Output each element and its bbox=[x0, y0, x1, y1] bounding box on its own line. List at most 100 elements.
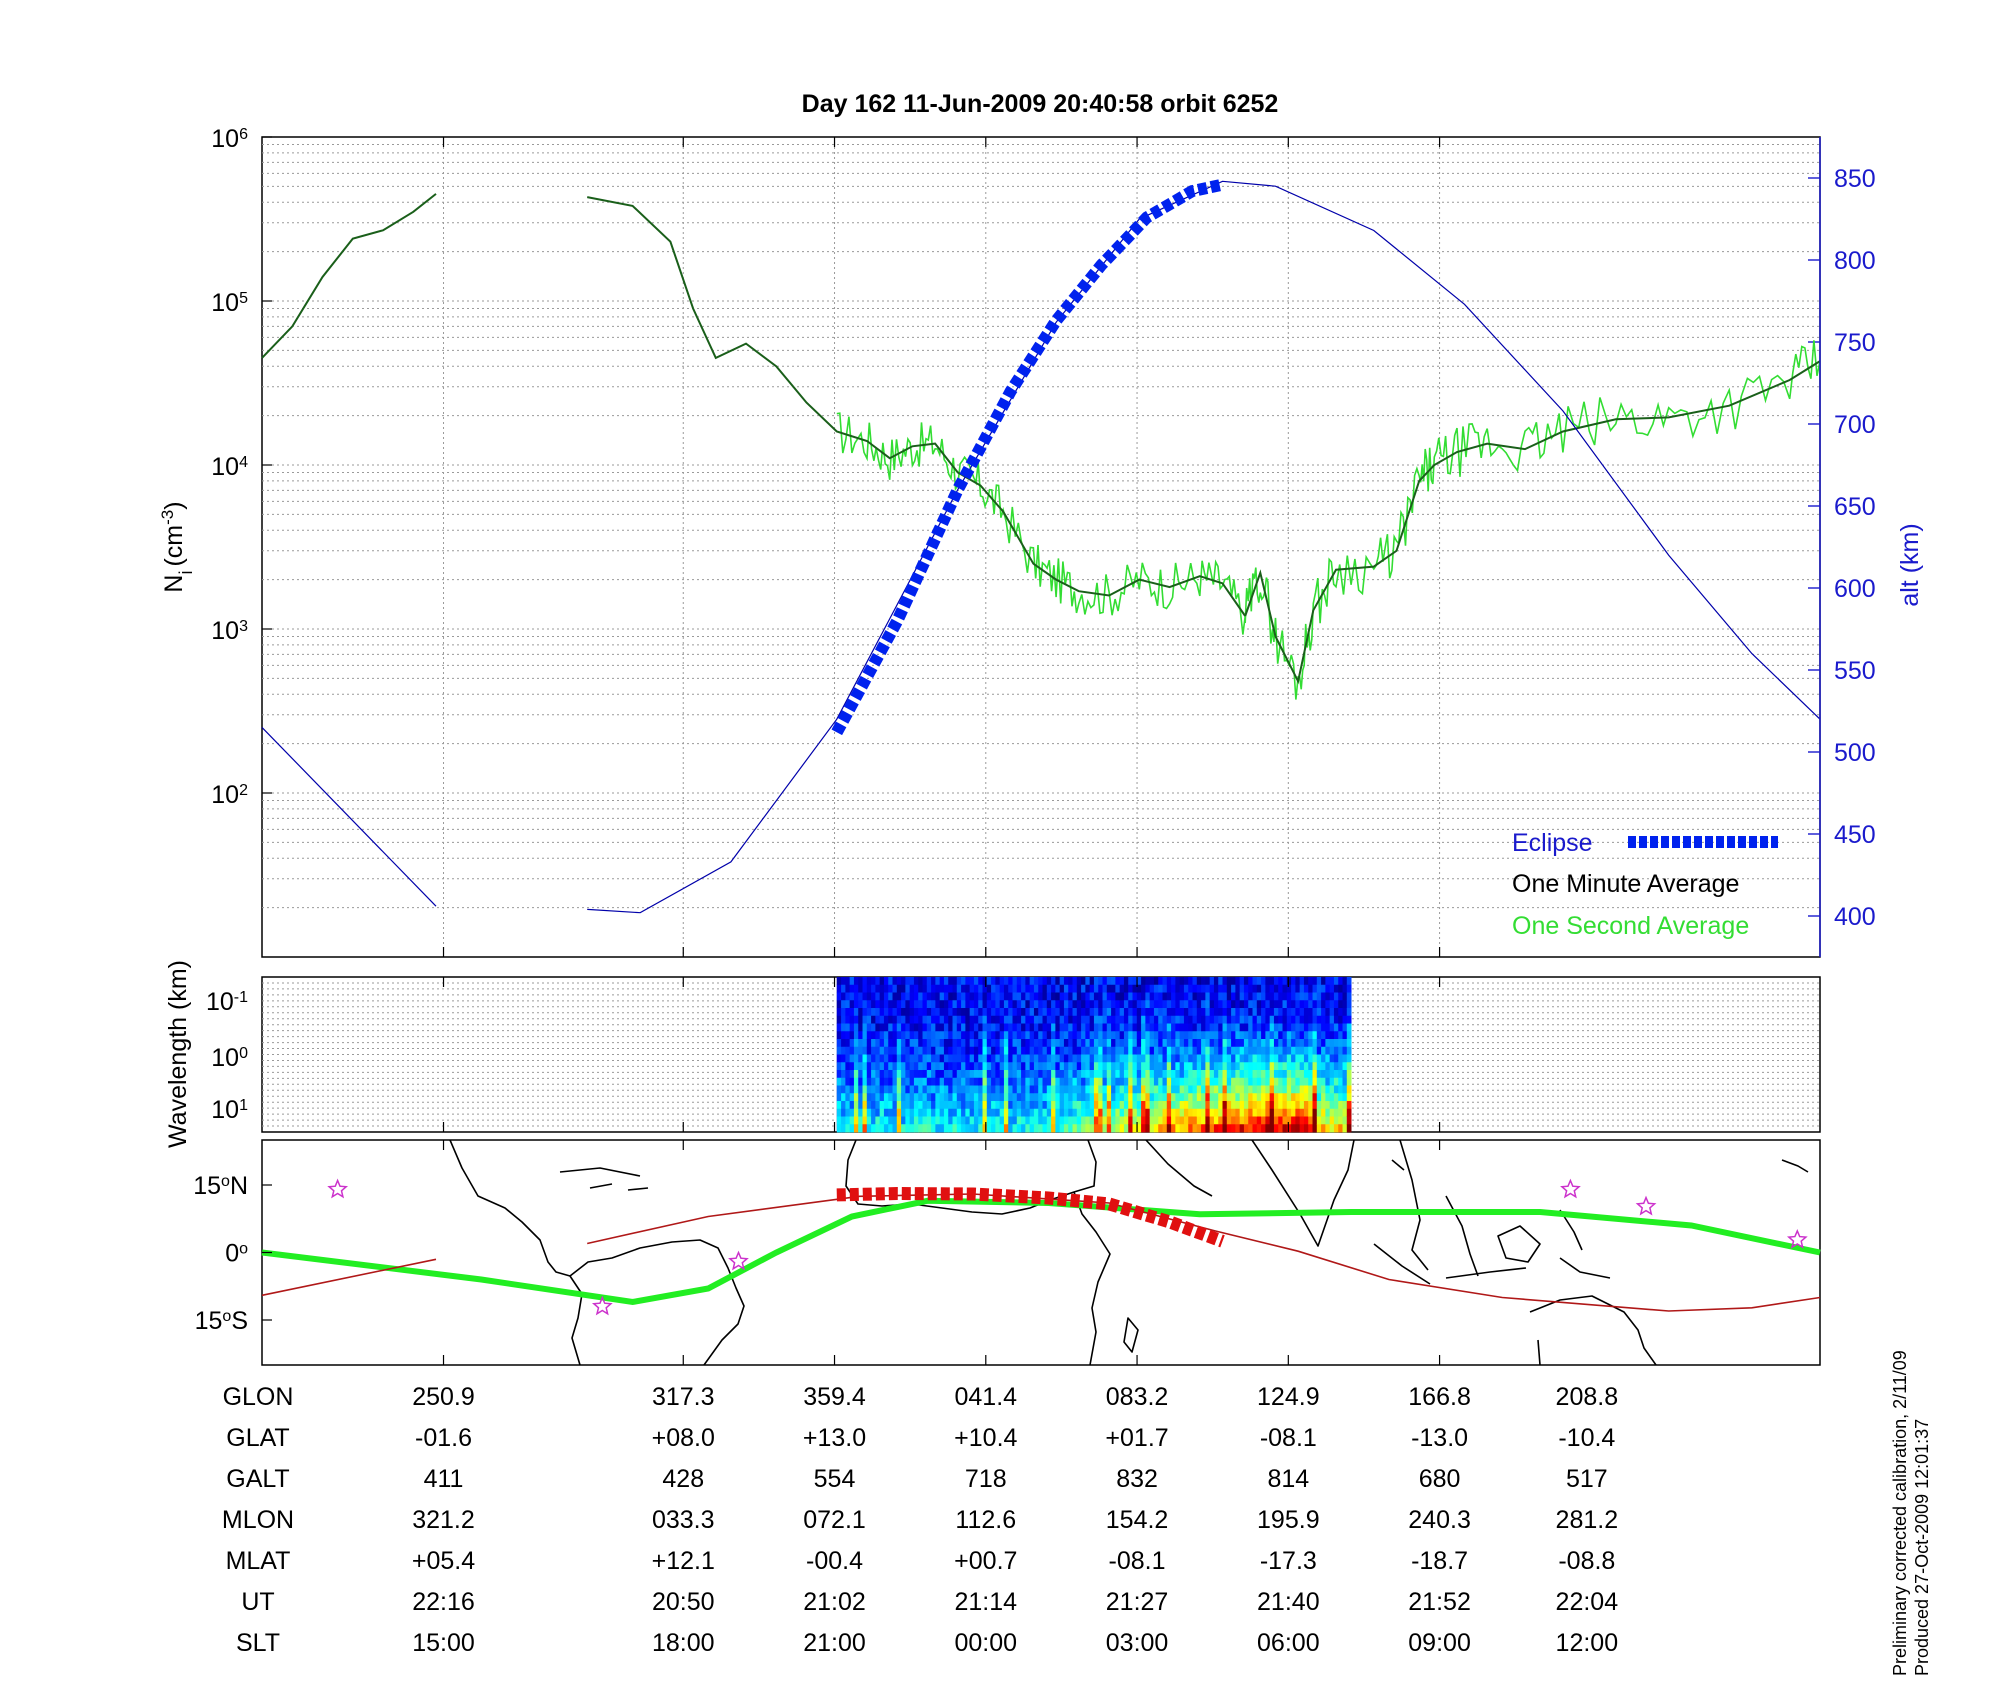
spectrogram-cell bbox=[845, 1062, 851, 1071]
spectrogram-cell bbox=[1338, 1054, 1343, 1063]
spectrogram-cell bbox=[1162, 1116, 1168, 1125]
table-cell: 21:00 bbox=[803, 1629, 866, 1657]
spectrogram-cell bbox=[1209, 1023, 1215, 1032]
spectrogram-cell bbox=[1003, 1101, 1009, 1110]
spectrogram-cell bbox=[1046, 1070, 1052, 1079]
table-cell: 250.9 bbox=[412, 1383, 475, 1411]
spectrogram-cell bbox=[1316, 1031, 1322, 1040]
spectrogram-cell bbox=[892, 1108, 898, 1117]
spectrogram-cell bbox=[862, 1108, 868, 1117]
table-cell: +10.4 bbox=[954, 1424, 1017, 1452]
spectrogram-cell bbox=[1076, 1031, 1082, 1040]
spectrogram-cell bbox=[1342, 1108, 1348, 1117]
spectrogram-cell bbox=[1325, 1015, 1331, 1024]
spectrogram-cell bbox=[1175, 1000, 1181, 1009]
spectrogram-cell bbox=[1201, 1085, 1206, 1094]
spectrogram-cell bbox=[1346, 977, 1352, 986]
spectrogram-cell bbox=[1059, 1124, 1065, 1133]
spectrogram-cell bbox=[1346, 1008, 1352, 1017]
spectrogram-cell bbox=[1025, 1039, 1031, 1048]
spectrogram-cell bbox=[913, 1062, 919, 1071]
spectrogram-cell bbox=[1025, 1085, 1031, 1094]
spectrogram-cell bbox=[1183, 1124, 1189, 1133]
spectrogram-cell bbox=[1183, 1054, 1189, 1063]
spectrogram-cell bbox=[1248, 1108, 1253, 1117]
spectrogram-cell bbox=[1252, 1054, 1258, 1063]
spectrogram-cell bbox=[1059, 1023, 1065, 1032]
spectrogram-cell bbox=[1209, 1124, 1215, 1133]
station-star-marker bbox=[1560, 1178, 1581, 1199]
spectrogram-cell bbox=[1171, 1008, 1176, 1017]
spectrogram-cell bbox=[901, 1000, 906, 1009]
spectrogram-cell bbox=[1282, 977, 1288, 986]
spectrogram-cell bbox=[1153, 1046, 1159, 1055]
spectrogram-cell bbox=[1145, 1101, 1151, 1110]
spectrogram-cell bbox=[1068, 1000, 1073, 1009]
spectrogram-cell bbox=[1308, 1077, 1313, 1086]
spectrogram-cell bbox=[935, 984, 941, 993]
spectrogram-cell bbox=[961, 1108, 966, 1117]
spectrogram-cell bbox=[1346, 1031, 1352, 1040]
spectrogram-cell bbox=[1321, 1085, 1326, 1094]
spectrogram-cell bbox=[1342, 1077, 1348, 1086]
spectrogram-cell bbox=[956, 1000, 962, 1009]
spectrogram-cell bbox=[1089, 977, 1095, 986]
spectrogram-cell bbox=[969, 977, 975, 986]
spectrogram-cell bbox=[866, 1015, 872, 1024]
spectrogram-cell bbox=[888, 1101, 893, 1110]
spectrogram-cell bbox=[909, 1101, 915, 1110]
spectrogram-cell bbox=[1158, 1023, 1163, 1032]
spectrogram-cell bbox=[1179, 1008, 1185, 1017]
spectrogram-cell bbox=[1025, 1062, 1031, 1071]
map-series bbox=[261, 1178, 1821, 1316]
spectrogram-cell bbox=[1303, 1116, 1309, 1125]
spectrogram-cell bbox=[982, 1077, 988, 1086]
spectrogram-cell bbox=[1261, 1054, 1266, 1063]
spectrogram-cell bbox=[1042, 1077, 1048, 1086]
table-cell: 154.2 bbox=[1106, 1506, 1169, 1534]
spectrogram-cell bbox=[1136, 1023, 1142, 1032]
spectrogram-cell bbox=[1111, 1062, 1116, 1071]
spectrogram-cell bbox=[1055, 1039, 1061, 1048]
ylabel-exponent: -3 bbox=[158, 510, 177, 525]
spectrogram-cell bbox=[956, 1008, 962, 1017]
spectrogram-cell bbox=[1273, 1031, 1279, 1040]
spectrogram-cell bbox=[1072, 1077, 1078, 1086]
spectrogram-cell bbox=[1141, 1108, 1146, 1117]
spectrogram-cell bbox=[1261, 977, 1266, 986]
spectrogram-cell bbox=[1046, 984, 1052, 993]
spectrogram-cell bbox=[931, 992, 936, 1001]
spectrogram-cell bbox=[1269, 1054, 1275, 1063]
spectrogram-cell bbox=[858, 1000, 863, 1009]
spectrogram-cell bbox=[1231, 1015, 1236, 1024]
spectrogram-cell bbox=[1145, 1000, 1151, 1009]
table-cell: 18:00 bbox=[652, 1629, 715, 1657]
spectrogram-cell bbox=[1145, 992, 1151, 1001]
spectrogram-cell bbox=[1081, 1054, 1086, 1063]
spectrogram-cell bbox=[1196, 1031, 1202, 1040]
tick-base: 10 bbox=[211, 289, 239, 317]
spectrogram-cell bbox=[1059, 1062, 1065, 1071]
spectrogram-cell bbox=[1291, 1046, 1296, 1055]
spectrogram-cell bbox=[935, 992, 941, 1001]
spectrogram-cell bbox=[1008, 1070, 1013, 1079]
spectrogram-cell bbox=[1291, 977, 1296, 986]
spectrogram-cell bbox=[1102, 1015, 1108, 1024]
spectrogram-cell bbox=[1201, 1000, 1206, 1009]
spectrogram-cell bbox=[1252, 977, 1258, 986]
spectrogram-cell bbox=[1076, 1116, 1082, 1125]
spectrogram-cell bbox=[1196, 1000, 1202, 1009]
spectrogram-cell bbox=[1016, 1070, 1022, 1079]
spectrogram-cell bbox=[1256, 992, 1262, 1001]
spectrogram-cell bbox=[1243, 1108, 1249, 1117]
spectrogram-cell bbox=[1042, 1116, 1048, 1125]
spectrogram-cell bbox=[1063, 1015, 1069, 1024]
spectrogram-cell bbox=[1325, 1116, 1331, 1125]
coast-south-america bbox=[569, 1239, 745, 1366]
spectrogram-cell bbox=[1063, 1039, 1069, 1048]
spectrogram-cell bbox=[973, 1008, 979, 1017]
spectrogram-cell bbox=[1303, 1077, 1309, 1086]
spectrogram-cell bbox=[1333, 984, 1339, 993]
spectrogram-cell bbox=[1016, 1108, 1022, 1117]
spectrogram-cell bbox=[1141, 1039, 1146, 1048]
